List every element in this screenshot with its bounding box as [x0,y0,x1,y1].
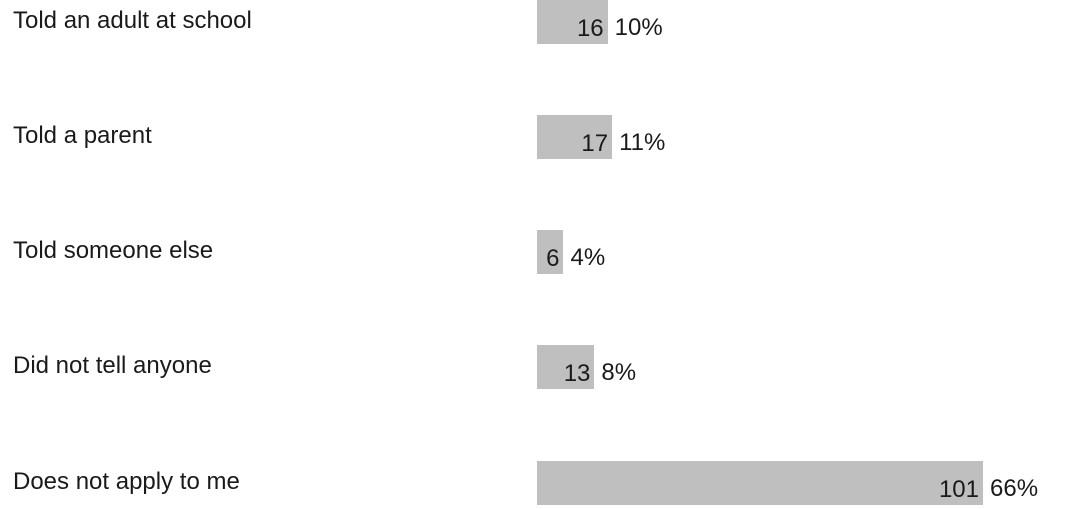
bar-value-label: 17 [581,130,609,157]
bar-percent-label: 66% [990,475,1039,502]
bar: 17 [537,115,613,159]
bar-percent-label: 10% [614,14,663,41]
bar-value-label: 16 [576,15,604,42]
bar-percent-label: 4% [570,244,606,271]
category-label: Told an adult at school [13,7,252,34]
category-label: Told someone else [13,237,214,264]
bar: 16 [537,0,608,44]
category-label: Does not apply to me [13,468,240,495]
bar: 101 [537,461,983,505]
category-label: Told a parent [13,122,152,149]
bar-value-label: 6 [546,245,560,272]
bar-value-label: 101 [938,476,979,503]
bar-percent-label: 8% [601,359,637,386]
category-label: Did not tell anyone [13,352,212,379]
bar-value-label: 13 [563,360,591,387]
bar: 6 [537,230,564,274]
bar-percent-label: 11% [619,129,666,156]
bar: 13 [537,345,595,389]
